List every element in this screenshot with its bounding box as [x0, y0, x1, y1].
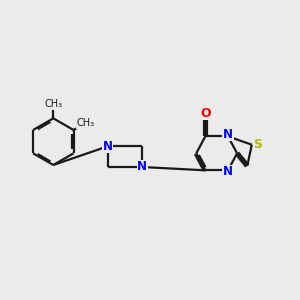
Text: S: S: [253, 138, 262, 151]
Text: CH₃: CH₃: [44, 99, 62, 109]
Text: O: O: [200, 107, 211, 120]
Text: N: N: [103, 140, 113, 153]
Text: N: N: [223, 128, 233, 141]
Text: CH₃: CH₃: [76, 118, 95, 128]
Text: N: N: [223, 165, 233, 178]
Text: N: N: [137, 160, 147, 173]
